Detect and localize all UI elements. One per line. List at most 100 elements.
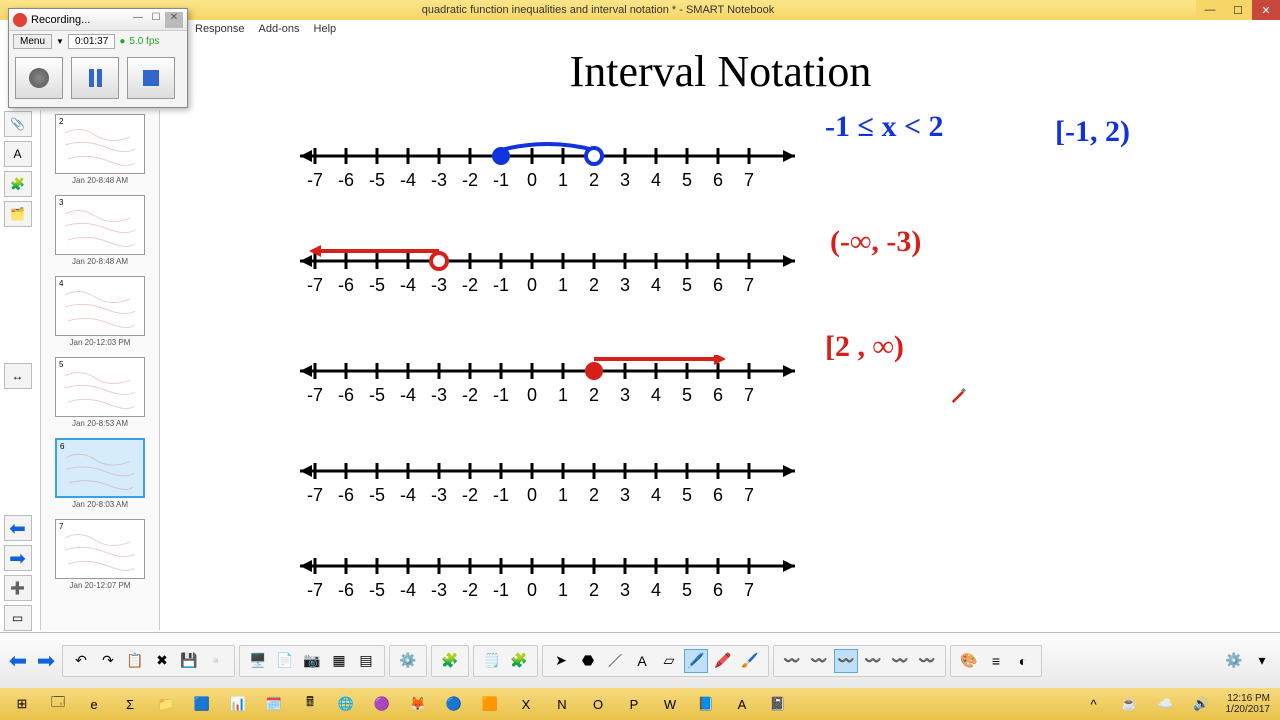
- smart-icon[interactable]: 📘: [689, 691, 723, 717]
- menu-response[interactable]: Response: [195, 23, 245, 35]
- next-page-arrow[interactable]: ➡: [4, 545, 32, 571]
- system-clock[interactable]: 12:16 PM1/20/2017: [1220, 693, 1277, 715]
- nav-back-button[interactable]: ⬅: [6, 649, 30, 673]
- folder-icon[interactable]: 🗂️: [4, 201, 32, 227]
- color-picker-icon[interactable]: 🎨: [957, 649, 981, 673]
- volume-icon[interactable]: 🔊: [1185, 691, 1219, 717]
- menu-help[interactable]: Help: [314, 23, 337, 35]
- svg-text:2: 2: [589, 385, 599, 405]
- firefox-icon[interactable]: 🦊: [401, 691, 435, 717]
- plugin-icon[interactable]: 🧩: [438, 649, 462, 673]
- record-button[interactable]: [15, 57, 63, 99]
- chrome-icon[interactable]: 🌐: [329, 691, 363, 717]
- recorder-minimize[interactable]: —: [129, 12, 147, 28]
- prev-page-arrow[interactable]: ⬅: [4, 515, 32, 541]
- app3-icon[interactable]: 🗓️: [257, 691, 291, 717]
- pen-preset-6[interactable]: 〰️: [915, 649, 939, 673]
- ie-icon[interactable]: e: [77, 691, 111, 717]
- bottom-toolbar: ⬅ ➡ ↶ ↷ 📋 ✖ 💾 ▫️ 🖥️ 📄 📷 ▦ ▤ ⚙️ 🧩 🗒️ 🧩 ➤ …: [0, 632, 1280, 688]
- sticky-icon[interactable]: 🗒️: [480, 649, 504, 673]
- delete-icon[interactable]: ✖: [150, 649, 174, 673]
- page-thumbnails: 2 Jan 20-8:48 AM3 Jan 20-8:48 AM4 Jan 20…: [40, 110, 160, 630]
- pen-preset-1[interactable]: 〰️: [780, 649, 804, 673]
- acrobat-icon[interactable]: A: [725, 691, 759, 717]
- outlook-icon[interactable]: O: [581, 691, 615, 717]
- eraser-icon[interactable]: ▱: [657, 649, 681, 673]
- java-icon[interactable]: ☕: [1113, 691, 1147, 717]
- minimize-button[interactable]: —: [1196, 0, 1224, 20]
- pointer-icon[interactable]: ➤: [549, 649, 573, 673]
- calc-icon[interactable]: 🖩: [293, 691, 327, 717]
- camera-icon[interactable]: 📷: [300, 649, 324, 673]
- page-thumbnail[interactable]: 5 Jan 20-8:53 AM: [55, 357, 145, 434]
- table-icon[interactable]: ▦: [327, 649, 351, 673]
- line-style-icon[interactable]: ≡: [984, 649, 1008, 673]
- recorder-menu[interactable]: Menu: [13, 34, 52, 49]
- text-tool-icon[interactable]: A: [4, 141, 32, 167]
- collapse-toolbar-icon[interactable]: ▾: [1250, 649, 1274, 673]
- pen-preset-2[interactable]: 〰️: [807, 649, 831, 673]
- menu-addons[interactable]: Add-ons: [259, 23, 300, 35]
- shapes-icon[interactable]: ⬣: [576, 649, 600, 673]
- svg-text:-5: -5: [369, 275, 385, 295]
- excel-icon[interactable]: X: [509, 691, 543, 717]
- close-button[interactable]: ✕: [1252, 0, 1280, 20]
- onenote-icon[interactable]: N: [545, 691, 579, 717]
- cloud-icon[interactable]: ☁️: [1149, 691, 1183, 717]
- maximize-button[interactable]: ☐: [1224, 0, 1252, 20]
- pause-button[interactable]: [71, 57, 119, 99]
- redo-icon[interactable]: ↷: [96, 649, 120, 673]
- puzzle-icon[interactable]: 🧩: [4, 171, 32, 197]
- page-thumbnail[interactable]: 3 Jan 20-8:48 AM: [55, 195, 145, 272]
- page-thumbnail[interactable]: 7 Jan 20-12:07 PM: [55, 519, 145, 596]
- smart-nb-icon[interactable]: 📓: [761, 691, 795, 717]
- doc-icon[interactable]: 📄: [273, 649, 297, 673]
- fill-icon[interactable]: A: [630, 649, 654, 673]
- pen-tool-icon[interactable]: 🖊️: [684, 649, 708, 673]
- handwritten-annotation: -1 ≤ x < 2: [825, 110, 944, 144]
- pen-preset-3[interactable]: 〰️: [834, 649, 858, 673]
- svg-text:-3: -3: [431, 275, 447, 295]
- word-icon[interactable]: W: [653, 691, 687, 717]
- taskview-icon[interactable]: 🗔: [41, 691, 75, 717]
- tray-up-icon[interactable]: ^: [1077, 691, 1111, 717]
- nav-fwd-button[interactable]: ➡: [34, 649, 58, 673]
- line-tool-icon[interactable]: ／: [603, 649, 627, 673]
- paste-icon[interactable]: 📋: [123, 649, 147, 673]
- svg-text:-6: -6: [338, 275, 354, 295]
- add-page-icon[interactable]: ➕: [4, 575, 32, 601]
- page-thumbnail[interactable]: 2 Jan 20-8:48 AM: [55, 114, 145, 191]
- svg-text:-2: -2: [462, 275, 478, 295]
- purple-icon[interactable]: 🟣: [365, 691, 399, 717]
- highlighter-icon[interactable]: 🖍️: [711, 649, 735, 673]
- app4-icon[interactable]: 🔵: [437, 691, 471, 717]
- explorer-icon[interactable]: 📁: [149, 691, 183, 717]
- screen-icon[interactable]: 🖥️: [246, 649, 270, 673]
- page-icon[interactable]: ▭: [4, 605, 32, 631]
- sigma-icon[interactable]: Σ: [113, 691, 147, 717]
- expand-icon[interactable]: ↔: [4, 363, 32, 389]
- transparency-icon[interactable]: ◐: [1011, 649, 1035, 673]
- attachment-icon[interactable]: 📎: [4, 111, 32, 137]
- recorder-close[interactable]: ✕: [165, 12, 183, 28]
- pen-preset-4[interactable]: 〰️: [861, 649, 885, 673]
- stop-button[interactable]: [127, 57, 175, 99]
- notebook-canvas[interactable]: Interval Notation -7-6-5-4-3-2-101234567…: [165, 40, 1276, 630]
- recorder-maximize[interactable]: ☐: [147, 12, 165, 28]
- undo-icon[interactable]: ↶: [69, 649, 93, 673]
- start-button[interactable]: ⊞: [5, 691, 39, 717]
- app1-icon[interactable]: 🟦: [185, 691, 219, 717]
- app2-icon[interactable]: 📊: [221, 691, 255, 717]
- page-thumbnail[interactable]: 4 Jan 20-12:03 PM: [55, 276, 145, 353]
- page-thumbnail[interactable]: 6 Jan 20-8:03 AM: [55, 438, 145, 515]
- pen-preset-5[interactable]: 〰️: [888, 649, 912, 673]
- puzzle2-icon[interactable]: 🧩: [507, 649, 531, 673]
- app5-icon[interactable]: 🟧: [473, 691, 507, 717]
- new-page-icon[interactable]: ▫️: [204, 649, 228, 673]
- settings-gear-icon[interactable]: ⚙️: [1222, 649, 1246, 673]
- save-icon[interactable]: 💾: [177, 649, 201, 673]
- gear-icon[interactable]: ⚙️: [396, 649, 420, 673]
- brush-icon[interactable]: 🖌️: [738, 649, 762, 673]
- grid-icon[interactable]: ▤: [354, 649, 378, 673]
- powerpoint-icon[interactable]: P: [617, 691, 651, 717]
